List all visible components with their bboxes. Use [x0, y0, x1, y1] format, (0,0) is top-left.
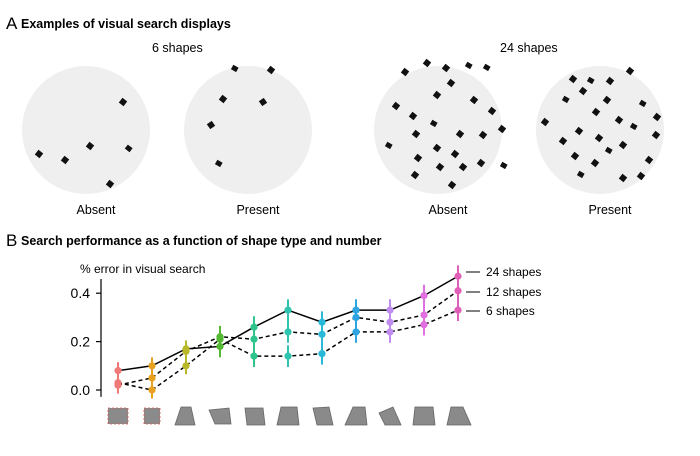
- shape-type-icon: [107, 407, 129, 425]
- y-axis-label: % error in visual search: [80, 262, 206, 276]
- data-point: [352, 313, 360, 321]
- data-point: [284, 352, 292, 360]
- group-label-6-shapes: 6 shapes: [152, 41, 203, 55]
- shape-type-icon: [244, 407, 266, 426]
- shape-marks: [34, 97, 133, 189]
- shape-type-icon: [143, 407, 161, 425]
- data-point: [250, 352, 258, 360]
- legend-label: 24 shapes: [486, 265, 541, 279]
- data-point: [352, 328, 360, 336]
- panel-a-letter: A: [6, 14, 18, 33]
- data-point: [318, 318, 326, 326]
- legend-label: 12 shapes: [486, 285, 541, 299]
- data-point: [114, 367, 122, 375]
- shape-outline: [378, 406, 402, 426]
- y-tick-label: 0.2: [71, 334, 91, 350]
- shape-outline: [208, 407, 232, 425]
- data-point: [386, 306, 394, 314]
- data-point: [318, 330, 326, 338]
- data-point: [420, 292, 428, 300]
- shape-outline: [107, 407, 129, 425]
- data-point: [420, 321, 428, 329]
- shape-type-icon: [446, 406, 472, 426]
- data-point: [420, 311, 428, 319]
- display-label-24-present: Present: [588, 203, 632, 217]
- panel-a-title: Examples of visual search displays: [21, 17, 231, 31]
- data-point: [284, 328, 292, 336]
- shape-type-icon: [208, 407, 232, 425]
- display-label-6-absent: Absent: [76, 203, 116, 217]
- shape-outline: [446, 406, 472, 426]
- data-point: [386, 318, 394, 326]
- y-tick-label: 0.0: [71, 382, 91, 398]
- legend-label: 6 shapes: [486, 304, 535, 318]
- shape-marks: [384, 58, 508, 190]
- data-point: [352, 306, 360, 314]
- data-point: [216, 342, 224, 351]
- y-tick-label: 0.4: [71, 285, 91, 301]
- data-point: [148, 362, 156, 370]
- shape-type-icon: [312, 406, 334, 426]
- data-point: [454, 306, 462, 314]
- display-label-6-present: Present: [236, 203, 280, 217]
- shape-outline: [276, 406, 300, 426]
- display-24-absent: [374, 58, 508, 194]
- data-point: [216, 335, 224, 343]
- display-6-absent: [22, 66, 150, 194]
- data-point: [114, 379, 122, 387]
- panel-b-title: Search performance as a function of shap…: [21, 234, 382, 248]
- data-point: [182, 347, 190, 355]
- shape-outline: [412, 406, 436, 426]
- shape-type-icon: [344, 406, 368, 426]
- shape-outline: [244, 407, 266, 426]
- data-point: [148, 386, 156, 394]
- data-point: [250, 335, 258, 343]
- shape-type-icon: [378, 406, 402, 426]
- data-point: [182, 362, 190, 370]
- shape-outline: [312, 406, 334, 426]
- display-label-24-absent: Absent: [428, 203, 468, 217]
- shape-outline: [344, 406, 368, 426]
- shape-outline: [143, 407, 161, 425]
- display-24-present: [536, 66, 664, 194]
- shape-marks: [206, 64, 276, 168]
- group-label-24-shapes: 24 shapes: [500, 41, 558, 55]
- panel-b-letter: B: [6, 231, 18, 250]
- shape-type-icon: [412, 406, 436, 426]
- shape-outline: [174, 406, 196, 426]
- data-point: [250, 323, 258, 331]
- data-point: [454, 272, 462, 280]
- shape-type-icon: [174, 406, 196, 426]
- data-point: [148, 374, 156, 382]
- data-point: [386, 328, 394, 336]
- data-point: [318, 350, 326, 358]
- data-point: [284, 306, 292, 314]
- display-6-present: [184, 64, 312, 194]
- data-point: [454, 287, 462, 295]
- shape-type-icon: [276, 406, 300, 426]
- shape-marks: [540, 66, 662, 183]
